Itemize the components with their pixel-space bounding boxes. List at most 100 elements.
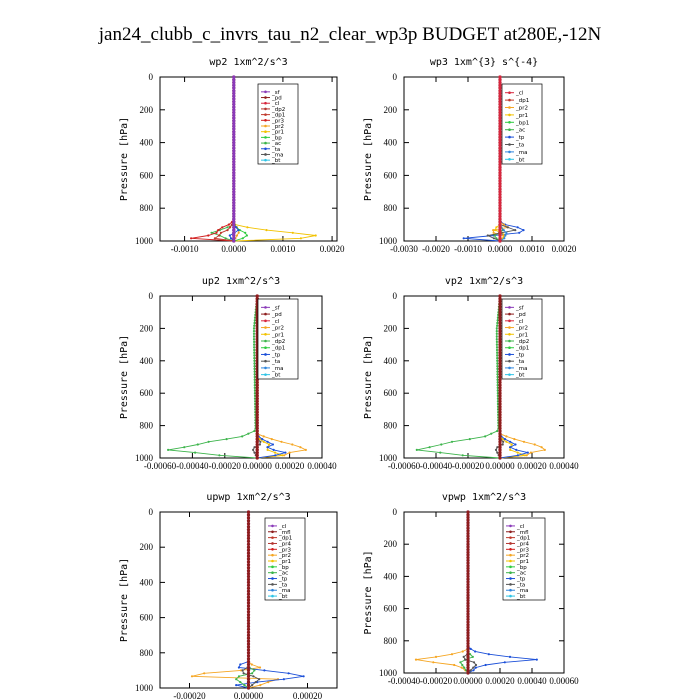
y-tick-label: 200 xyxy=(140,105,154,115)
series-point xyxy=(498,391,502,395)
series-point xyxy=(496,316,499,319)
legend-marker xyxy=(508,306,511,309)
series-point xyxy=(466,666,470,670)
legend-label: _pr2 xyxy=(515,106,528,112)
series-point xyxy=(235,678,238,681)
series-point xyxy=(469,647,472,651)
series-point xyxy=(190,237,193,240)
series-point xyxy=(498,138,502,142)
panel-title: wp3 1xm^{3} s^{-4} xyxy=(430,57,538,68)
series-point xyxy=(495,340,498,343)
series-point xyxy=(493,234,496,237)
series-point xyxy=(261,438,264,441)
series-point xyxy=(498,326,502,330)
series-point xyxy=(498,75,502,79)
series-point xyxy=(466,593,470,597)
series-point xyxy=(529,451,533,454)
legend-box xyxy=(501,83,543,165)
series-point xyxy=(246,633,251,637)
series-point xyxy=(496,394,499,397)
series-point xyxy=(498,168,502,172)
series-point xyxy=(540,446,543,449)
series-point xyxy=(232,108,236,112)
series-point xyxy=(498,162,502,167)
plot-frame xyxy=(159,295,323,459)
series-point xyxy=(466,655,470,659)
legend-label: _dp1 xyxy=(515,346,529,352)
legend-label: _dp2 xyxy=(515,339,529,345)
legend-marker xyxy=(264,319,267,323)
series-point xyxy=(474,650,477,653)
series-point xyxy=(498,160,502,164)
series-point xyxy=(246,545,251,549)
series-point xyxy=(469,669,472,672)
legend-marker xyxy=(508,106,511,109)
x-tick-label: 0.00020 xyxy=(485,676,515,686)
series-point xyxy=(232,228,236,232)
x-tick-label: -0.00060 xyxy=(144,461,177,471)
series-point xyxy=(498,424,502,428)
series-point xyxy=(498,305,502,309)
x-tick-label: 0.00000 xyxy=(453,676,483,686)
series-point xyxy=(255,451,259,455)
series-point xyxy=(450,440,454,443)
series-point xyxy=(246,610,251,614)
series-point xyxy=(495,226,498,229)
series-point xyxy=(255,388,259,393)
series-point xyxy=(232,233,236,238)
series-point xyxy=(232,184,236,188)
series-point xyxy=(498,135,502,139)
series-point xyxy=(463,666,466,669)
series-point xyxy=(253,367,256,370)
series-point xyxy=(246,528,251,532)
series-point xyxy=(252,335,256,338)
series-point xyxy=(496,397,499,400)
series-point xyxy=(207,234,210,237)
series-point xyxy=(496,378,499,381)
series-point xyxy=(496,365,499,368)
series-point xyxy=(498,176,502,180)
series-point xyxy=(229,226,232,229)
legend-marker xyxy=(264,373,267,376)
legend-marker xyxy=(508,98,511,102)
series-point xyxy=(514,443,517,446)
series-point xyxy=(498,102,502,106)
series-point xyxy=(474,663,478,667)
series-point xyxy=(498,149,502,153)
legend-marker xyxy=(508,158,511,161)
series-point xyxy=(466,539,470,544)
y-tick-label: 1000 xyxy=(379,668,398,678)
series-point xyxy=(255,402,259,406)
series-point xyxy=(496,321,499,325)
series-point xyxy=(253,386,256,389)
series-point xyxy=(232,182,236,186)
series-point xyxy=(226,226,229,229)
series-point xyxy=(232,225,236,229)
series-point xyxy=(466,641,470,646)
legend-label: _ta xyxy=(278,582,287,588)
series-point xyxy=(246,648,251,652)
series-point xyxy=(232,94,236,98)
series-point xyxy=(246,662,251,667)
series-point xyxy=(518,231,521,234)
legend-marker xyxy=(264,101,267,105)
y-tick-label: 400 xyxy=(140,138,154,148)
series-point xyxy=(466,623,470,627)
legend-marker xyxy=(264,147,267,151)
series-point xyxy=(503,237,506,240)
legend-label: _pr3 xyxy=(516,547,530,553)
series-point xyxy=(246,572,251,576)
series-point xyxy=(502,440,505,443)
series-point xyxy=(543,448,546,451)
series-point xyxy=(246,569,251,573)
series-line xyxy=(415,512,469,674)
series-point xyxy=(246,530,251,535)
series-point xyxy=(487,653,490,656)
series-point xyxy=(526,451,529,454)
series-point xyxy=(498,302,502,306)
series-point xyxy=(232,78,236,82)
y-tick-label: 1000 xyxy=(135,453,154,463)
series-point xyxy=(466,636,470,640)
series-point xyxy=(259,684,262,687)
legend-label: _tp xyxy=(515,352,525,358)
